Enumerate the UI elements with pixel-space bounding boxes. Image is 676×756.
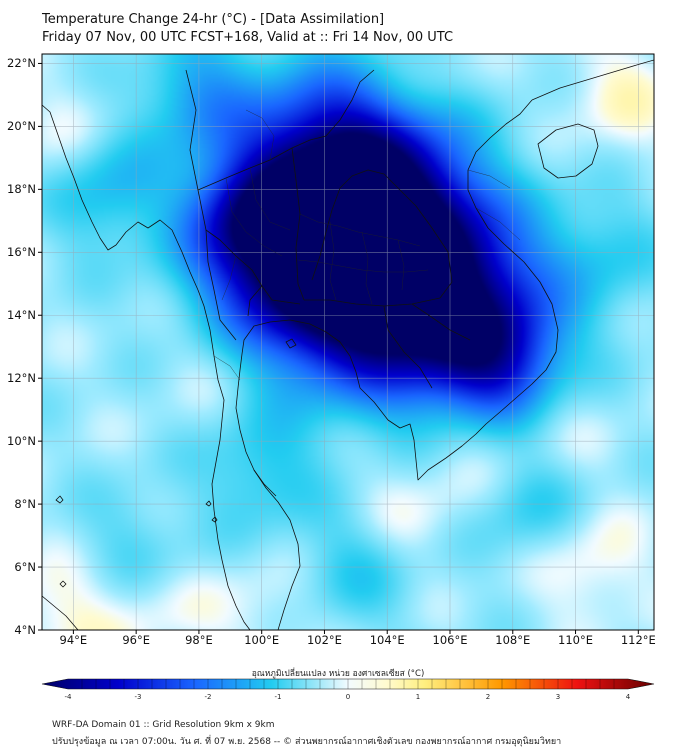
lat-label: 8°N: [14, 497, 36, 512]
province-borders: [213, 109, 521, 381]
lon-label: 112°E: [620, 633, 656, 647]
lon-label: 100°E: [244, 633, 280, 647]
lon-label: 104°E: [369, 633, 405, 647]
lon-label: 102°E: [306, 633, 342, 647]
lat-label: 22°N: [7, 56, 36, 71]
lat-label: 20°N: [7, 119, 36, 134]
colorbar-tick-label: 4: [625, 693, 631, 701]
colorbar-tick-label: 1: [415, 693, 421, 701]
lat-label: 10°N: [7, 434, 36, 449]
coastlines-and-borders: [42, 59, 654, 630]
lon-label: 94°E: [59, 633, 88, 647]
lon-label: 106°E: [432, 633, 468, 647]
map-title: Temperature Change 24-hr (°C) - [Data As…: [42, 12, 385, 27]
footer-model-info: WRF-DA Domain 01 :: Grid Resolution 9km …: [52, 720, 275, 730]
lon-label: 98°E: [185, 633, 213, 647]
colorbar: [41, 678, 655, 690]
lon-label: 108°E: [495, 633, 531, 647]
temperature-field: [42, 54, 654, 630]
colorbar-title: อุณหภูมิเปลี่ยนแปลง หน่วย องศาเซลเซียส (…: [251, 669, 425, 679]
colorbar-tick-label: 0: [345, 693, 351, 701]
lon-ticks: [72, 630, 639, 634]
footer-credits: ปรับปรุงข้อมูล ณ เวลา 07:00น. วัน ศ. ที่…: [52, 737, 562, 747]
lat-label: 16°N: [7, 245, 36, 260]
map-subtitle: Friday 07 Nov, 00 UTC FCST+168, Valid at…: [42, 30, 454, 45]
lat-ticks: [38, 62, 42, 631]
lat-label: 6°N: [14, 560, 36, 575]
lon-label: 96°E: [122, 633, 150, 647]
colorbar-tick-label: -2: [204, 693, 212, 701]
plot-frame: [41, 53, 655, 631]
colorbar-tick-label: -4: [64, 693, 72, 701]
colorbar-tick-label: 3: [555, 693, 561, 701]
colorbar-tick-label: -3: [134, 693, 142, 701]
colorbar-tick-label: -1: [274, 693, 282, 701]
lat-label: 12°N: [7, 371, 36, 386]
graticule: [42, 54, 654, 630]
lat-label: 14°N: [7, 308, 36, 323]
lon-label: 110°E: [558, 633, 594, 647]
colorbar-tick-label: 2: [485, 693, 491, 701]
lat-label: 18°N: [7, 182, 36, 197]
lat-label: 4°N: [14, 623, 36, 637]
